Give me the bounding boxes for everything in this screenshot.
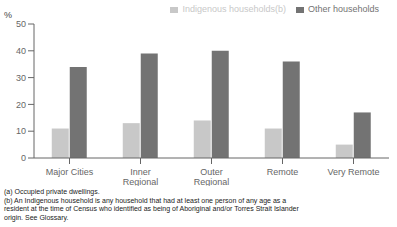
- html-text:origin. See Glossary.: origin. See Glossary.: [4, 213, 69, 221]
- svg-text:20: 20: [16, 100, 26, 110]
- svg-text:Remote: Remote: [267, 167, 299, 177]
- svg-text:10: 10: [16, 126, 26, 136]
- svg-text:Very Remote: Very Remote: [327, 167, 379, 177]
- html-text:Indigenous households(b): Indigenous households(b): [182, 4, 286, 14]
- html-text:(b) An Indigenous household is: (b) An Indigenous household is any house…: [4, 196, 287, 204]
- svg-text:40: 40: [16, 46, 26, 56]
- svg-text:InnerRegional: InnerRegional: [123, 167, 159, 186]
- svg-text:%: %: [8, 10, 12, 20]
- html-text:(a) Occupied private dwellings: (a) Occupied private dwellings.: [4, 188, 100, 195]
- svg-text:0: 0: [21, 153, 26, 163]
- html-text:resident at the time of Census: resident at the time of Census who ident…: [4, 205, 299, 212]
- html-text:Other households: Other households: [308, 4, 379, 14]
- svg-text:OuterRegional: OuterRegional: [194, 167, 230, 186]
- svg-text:30: 30: [16, 73, 26, 83]
- svg-text:Major Cities: Major Cities: [46, 167, 94, 177]
- svg-text:50: 50: [16, 19, 26, 29]
